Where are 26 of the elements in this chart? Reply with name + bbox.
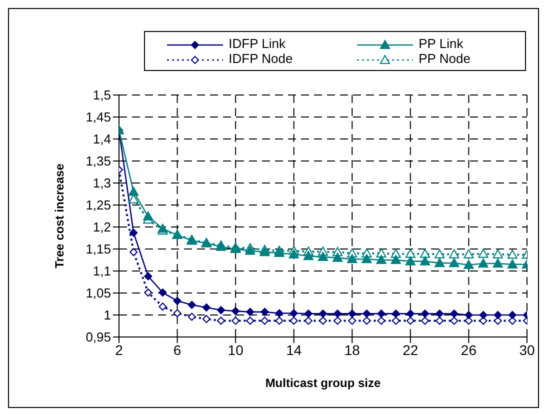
y-tick-label: 1	[104, 308, 111, 323]
y-axis-title: Tree cost increase	[52, 163, 66, 268]
x-axis-title: Multicast group size	[265, 376, 381, 390]
y-tick-label: 1,3	[92, 176, 111, 191]
x-tick-label: 2	[115, 342, 124, 358]
y-tick-label: 1,2	[92, 220, 111, 235]
legend-label: PP Link	[418, 36, 464, 51]
y-tick-label: 1,15	[86, 242, 111, 257]
y-tick-label: 1,45	[86, 110, 111, 125]
y-tick-label: 1,25	[86, 198, 111, 213]
y-tick-label: 1,05	[86, 286, 111, 301]
y-tick-label: 1,5	[92, 88, 111, 103]
x-tick-label: 18	[344, 342, 360, 358]
y-tick-label: 0,95	[86, 330, 111, 345]
y-tick-label: 1,4	[92, 132, 111, 147]
x-tick-label: 30	[519, 342, 535, 358]
x-tick-label: 10	[228, 342, 244, 358]
legend-label: IDFP Node	[228, 51, 294, 66]
x-tick-label: 6	[173, 342, 182, 358]
x-tick-label: 22	[402, 342, 418, 358]
y-tick-label: 1,35	[86, 154, 111, 169]
x-tick-label: 26	[460, 342, 477, 358]
legend-label: PP Node	[418, 51, 472, 66]
y-tick-label: 1,1	[92, 264, 111, 279]
x-tick-label: 14	[286, 342, 302, 358]
legend-label: IDFP Link	[228, 36, 286, 51]
